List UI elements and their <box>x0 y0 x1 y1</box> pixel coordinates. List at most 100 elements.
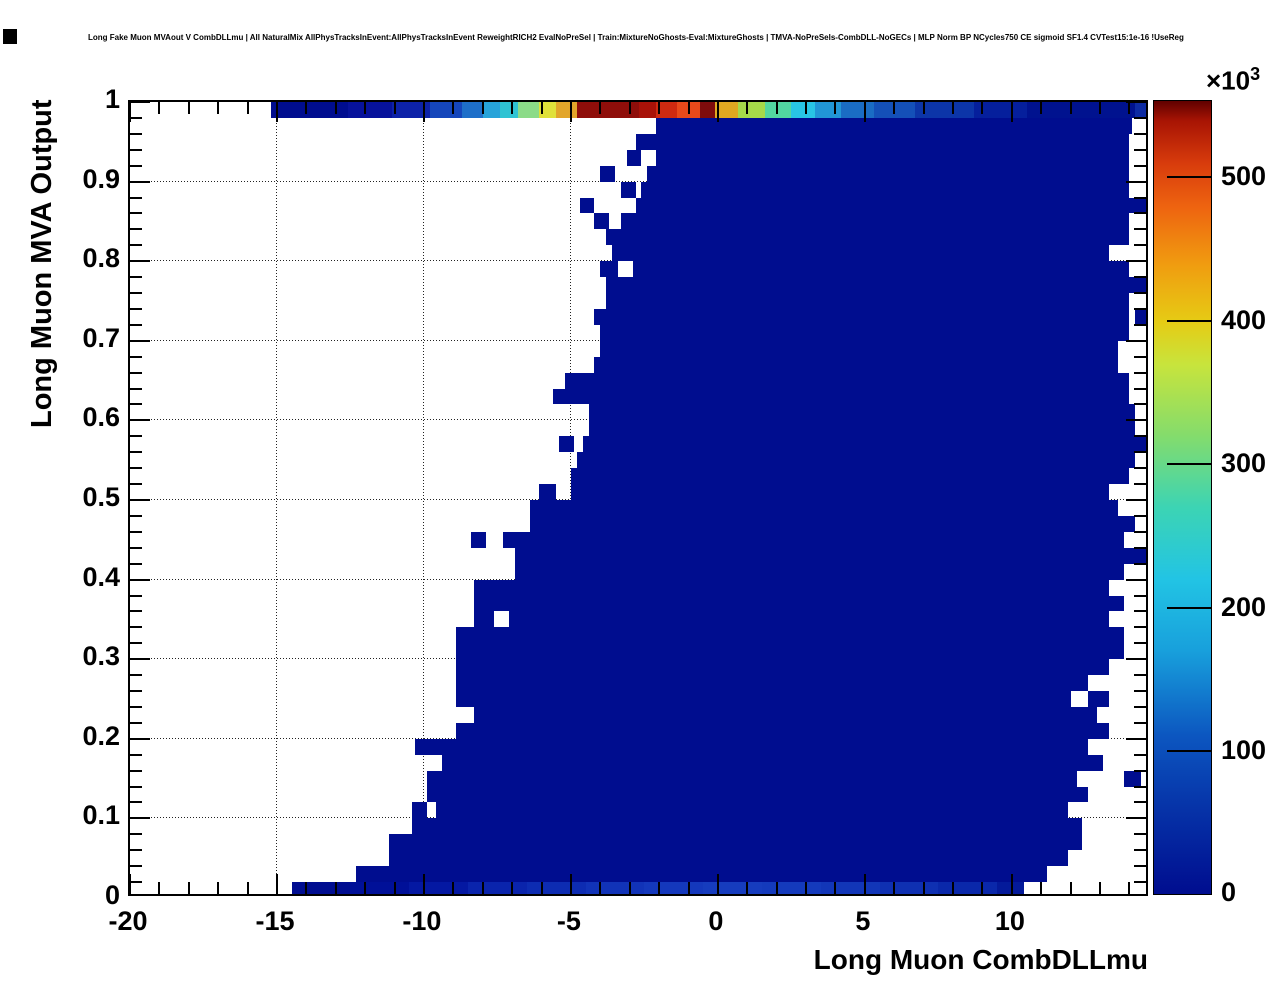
colorbar-tick <box>1167 176 1212 179</box>
histogram-cell <box>412 818 1083 835</box>
histogram-gradient-cell <box>700 102 715 118</box>
histogram-gradient-cell <box>791 102 815 118</box>
histogram-gradient-cell <box>482 102 501 118</box>
axis-tick <box>1134 244 1146 247</box>
axis-tick <box>130 499 150 501</box>
histogram-cell <box>635 133 1130 150</box>
axis-tick <box>130 642 142 645</box>
histogram-isolated-cell <box>412 802 427 819</box>
axis-tick <box>1126 658 1146 661</box>
colorbar-tick-label: 400 <box>1221 304 1267 335</box>
histogram-cell <box>456 722 1109 739</box>
axis-tick <box>1040 102 1043 114</box>
axis-tick <box>540 882 543 894</box>
histogram-gradient-cell <box>638 102 657 118</box>
axis-tick <box>834 882 837 894</box>
axis-tick <box>1010 102 1013 122</box>
x-tick-label: -5 <box>556 906 581 936</box>
axis-tick <box>1069 102 1072 114</box>
histogram-cell <box>606 229 1130 246</box>
axis-tick <box>246 102 249 114</box>
axis-tick <box>1134 546 1146 549</box>
axis-tick <box>658 882 661 894</box>
axis-tick <box>1126 180 1146 183</box>
axis-tick <box>130 467 142 470</box>
axis-tick <box>716 874 719 894</box>
histogram-cell <box>441 754 1103 771</box>
axis-tick <box>1010 874 1013 894</box>
axis-tick <box>1134 626 1146 629</box>
axis-tick <box>275 102 278 122</box>
x-tick-label: -15 <box>255 906 295 936</box>
axis-tick <box>130 483 142 486</box>
axis-tick <box>1126 499 1146 501</box>
histogram-gradient-cell <box>644 882 704 894</box>
axis-tick <box>1134 674 1146 677</box>
axis-tick <box>1126 737 1146 740</box>
axis-tick <box>481 882 484 894</box>
axis-tick <box>130 562 142 565</box>
histogram-gradient-cell <box>841 102 874 118</box>
grid-line-vertical <box>275 102 277 894</box>
axis-tick <box>393 882 396 894</box>
histogram-cell <box>606 293 1130 309</box>
y-tick-label: 0.7 <box>82 322 120 353</box>
histogram-hole <box>1132 117 1146 134</box>
axis-tick <box>130 212 142 215</box>
histogram-gradient-cell <box>703 882 762 894</box>
histogram-cell <box>641 181 1130 198</box>
histogram-gradient-cell <box>814 102 842 118</box>
axis-tick <box>334 882 337 894</box>
axis-tick <box>952 102 955 114</box>
x-axis-title: Long Muon CombDLLmu <box>813 944 1148 975</box>
axis-tick <box>364 882 367 894</box>
axis-tick <box>1134 148 1146 151</box>
histogram-cell <box>473 611 1109 628</box>
histogram-cell <box>426 786 1089 803</box>
axis-tick <box>130 292 142 295</box>
axis-tick <box>1134 562 1146 565</box>
axis-tick <box>130 102 131 122</box>
axis-tick <box>834 102 837 114</box>
axis-tick <box>130 419 150 422</box>
axis-tick <box>628 102 631 114</box>
axis-tick <box>1134 451 1146 454</box>
axis-tick <box>130 307 142 310</box>
axis-tick <box>305 882 308 894</box>
axis-tick <box>130 737 150 740</box>
axis-tick <box>1126 817 1146 820</box>
histogram-cell <box>388 834 1083 851</box>
histogram-cell <box>356 866 1048 883</box>
axis-tick <box>1134 881 1146 884</box>
grid-line-vertical <box>569 102 571 894</box>
histogram-isolated-cell <box>600 165 615 182</box>
histogram-cell <box>473 706 1098 723</box>
axis-tick <box>130 546 142 549</box>
axis-tick <box>1126 102 1146 103</box>
axis-tick <box>1134 212 1146 215</box>
axis-tick <box>187 882 190 894</box>
histogram-gradient-cell <box>761 882 821 894</box>
axis-tick <box>1134 323 1146 326</box>
histogram-gradient-cell <box>714 102 739 118</box>
histogram-isolated-cell <box>470 531 486 548</box>
histogram-cell <box>600 340 1118 357</box>
axis-tick <box>130 833 142 836</box>
colorbar-tick <box>1167 606 1212 609</box>
histogram-cell <box>620 213 1130 230</box>
axis-tick <box>1134 116 1146 119</box>
axis-tick <box>246 882 249 894</box>
axis-tick <box>130 164 142 167</box>
axis-tick <box>658 102 661 114</box>
histogram-cell <box>529 515 1136 532</box>
histogram-cell <box>600 261 1130 278</box>
x-tick-label: -10 <box>402 906 442 936</box>
axis-tick <box>452 102 455 114</box>
axis-tick <box>130 276 142 279</box>
axis-tick <box>393 102 396 114</box>
axis-tick <box>130 705 142 708</box>
axis-tick <box>1134 435 1146 438</box>
axis-tick <box>1134 785 1146 788</box>
histogram-cell <box>588 404 1136 437</box>
